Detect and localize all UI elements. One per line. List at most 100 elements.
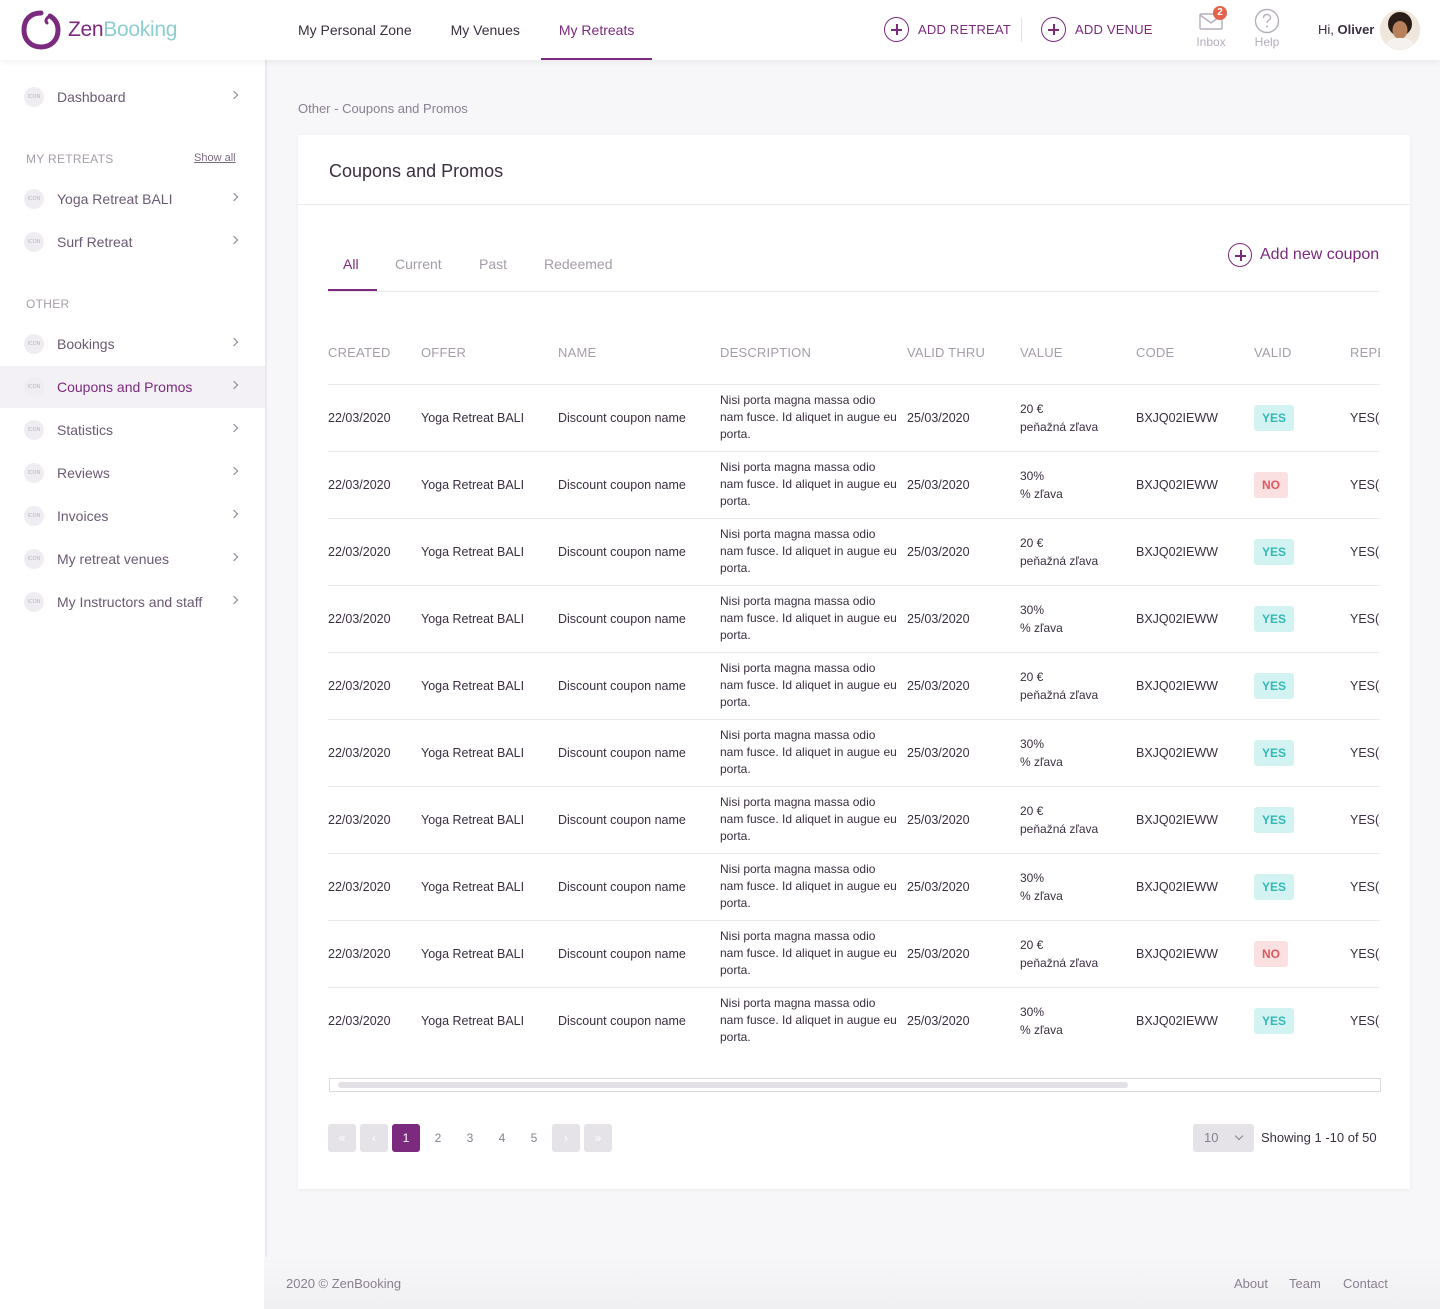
- add-retreat-button[interactable]: ADD RETREAT: [884, 17, 1011, 42]
- placeholder-icon: ICON: [24, 189, 44, 209]
- add-venue-label: ADD VENUE: [1075, 22, 1153, 37]
- chevron-right-icon: [229, 595, 239, 605]
- column-header-name[interactable]: NAME: [558, 335, 720, 385]
- sidebar-item-reviews[interactable]: ICON Reviews: [0, 452, 265, 494]
- page-1-button[interactable]: 1: [392, 1124, 420, 1152]
- value-amount: 20 €: [1020, 535, 1044, 550]
- sidebar-item-coupons-and-promos[interactable]: ICON Coupons and Promos: [0, 366, 265, 408]
- add-new-coupon-label: Add new coupon: [1260, 246, 1380, 263]
- cell-valid-thru: 25/03/2020: [907, 451, 1020, 519]
- pagination: « ‹ 1 2 3 4 5 › »: [328, 1124, 616, 1152]
- column-header-value[interactable]: VALUE: [1020, 335, 1136, 385]
- show-all-link[interactable]: Show all: [194, 152, 236, 164]
- my-retreats-heading: MY RETREATS: [26, 152, 114, 166]
- table-row[interactable]: 22/03/2020 Yoga Retreat BALI Discount coup…: [328, 451, 1380, 519]
- breadcrumb: Other - Coupons and Promos: [298, 101, 468, 116]
- tab-all[interactable]: All: [343, 256, 359, 272]
- inbox-button[interactable]: 2 Inbox: [1191, 6, 1231, 49]
- table-row[interactable]: 22/03/2020 Yoga Retreat BALI Discount coup…: [328, 920, 1380, 988]
- table-row[interactable]: 22/03/2020 Yoga Retreat BALI Discount coup…: [328, 585, 1380, 653]
- footer-link-team[interactable]: Team: [1289, 1276, 1321, 1291]
- cell-repeatable: YES(2: [1350, 853, 1380, 921]
- value-amount: 30%: [1020, 736, 1045, 751]
- column-header-valid-thru[interactable]: VALID THRU: [907, 335, 1020, 385]
- sidebar-item-statistics[interactable]: ICON Statistics: [0, 409, 265, 451]
- cell-repeatable: YES(2: [1350, 384, 1380, 452]
- column-header-offer[interactable]: OFFER: [421, 335, 558, 385]
- column-header-description[interactable]: DESCRIPTION: [720, 335, 907, 385]
- column-header-repeatable[interactable]: REPEATABLE: [1350, 335, 1380, 385]
- sidebar-item-label: Statistics: [57, 422, 114, 438]
- column-header-created[interactable]: CREATED: [328, 335, 421, 385]
- cell-repeatable: YES(2: [1350, 786, 1380, 854]
- next-page-button[interactable]: ›: [552, 1124, 580, 1152]
- cell-name: Discount coupon name: [558, 786, 720, 854]
- sidebar-item-my-retreat-venues[interactable]: ICON My retreat venues: [0, 538, 265, 580]
- value-type: % zľava: [1020, 754, 1063, 769]
- cell-valid-thru: 25/03/2020: [907, 384, 1020, 452]
- value-type: peňažná zľava: [1020, 955, 1099, 970]
- scrollbar-thumb[interactable]: [338, 1082, 1128, 1088]
- cell-created: 22/03/2020: [328, 652, 421, 720]
- logo-mark-icon: [21, 10, 61, 50]
- table-row[interactable]: 22/03/2020 Yoga Retreat BALI Discount coup…: [328, 853, 1380, 921]
- table-row[interactable]: 22/03/2020 Yoga Retreat BALI Discount coup…: [328, 987, 1380, 1054]
- sidebar-item-my-instructors-and-staff[interactable]: ICON My Instructors and staff: [0, 581, 265, 623]
- cell-valid: YES: [1254, 652, 1350, 720]
- sidebar-item-bookings[interactable]: ICON Bookings: [0, 323, 265, 365]
- tab-past[interactable]: Past: [479, 256, 508, 272]
- table-row[interactable]: 22/03/2020 Yoga Retreat BALI Discount coup…: [328, 518, 1380, 586]
- chevron-right-icon: [229, 466, 239, 476]
- coupons-table-container[interactable]: CREATED OFFER NAME DESCRIPTION VALID THR…: [328, 335, 1380, 1054]
- value-amount: 30%: [1020, 870, 1045, 885]
- inbox-count-badge: 2: [1213, 6, 1227, 20]
- last-page-button[interactable]: »: [584, 1124, 612, 1152]
- cell-valid: NO: [1254, 920, 1350, 988]
- cell-name: Discount coupon name: [558, 451, 720, 519]
- logo-text: ZenBooking: [68, 18, 178, 41]
- add-venue-button[interactable]: ADD VENUE: [1041, 17, 1153, 42]
- previous-page-button[interactable]: ‹: [360, 1124, 388, 1152]
- page-title: Coupons and Promos: [329, 161, 504, 181]
- page-4-button[interactable]: 4: [498, 1131, 506, 1145]
- table-row[interactable]: 22/03/2020 Yoga Retreat BALI Discount coup…: [328, 652, 1380, 720]
- nav-my-retreats[interactable]: My Retreats: [540, 0, 653, 60]
- sidebar-item-surf-retreat[interactable]: ICON Surf Retreat: [0, 221, 265, 263]
- active-tab-indicator: [328, 289, 377, 291]
- top-header: ZenBooking My Personal Zone My Venues My…: [0, 0, 1440, 60]
- table-row[interactable]: 22/03/2020 Yoga Retreat BALI Discount coup…: [328, 719, 1380, 787]
- column-header-code[interactable]: CODE: [1136, 335, 1254, 385]
- column-header-valid[interactable]: VALID: [1254, 335, 1350, 385]
- nav-my-venues[interactable]: My Venues: [450, 22, 520, 38]
- help-button[interactable]: Help: [1247, 8, 1287, 49]
- nav-my-personal-zone[interactable]: My Personal Zone: [298, 22, 412, 38]
- page-3-button[interactable]: 3: [466, 1131, 474, 1145]
- user-greeting[interactable]: Hi, Oliver: [1318, 22, 1375, 37]
- per-page-select[interactable]: 10: [1193, 1124, 1254, 1152]
- coupons-table: CREATED OFFER NAME DESCRIPTION VALID THR…: [328, 335, 1380, 1054]
- sidebar-item-yoga-retreat-bali[interactable]: ICON Yoga Retreat BALI: [0, 178, 265, 220]
- tab-current[interactable]: Current: [395, 256, 442, 272]
- avatar[interactable]: [1380, 10, 1420, 50]
- cell-offer: Yoga Retreat BALI: [421, 384, 558, 452]
- cell-name: Discount coupon name: [558, 652, 720, 720]
- cell-offer: Yoga Retreat BALI: [421, 786, 558, 854]
- page-5-button[interactable]: 5: [530, 1131, 538, 1145]
- tab-redeemed[interactable]: Redeemed: [544, 256, 613, 272]
- logo[interactable]: ZenBooking: [20, 9, 177, 51]
- valid-status-badge: YES: [1254, 672, 1295, 699]
- footer-link-contact[interactable]: Contact: [1343, 1276, 1388, 1291]
- table-row[interactable]: 22/03/2020 Yoga Retreat BALI Discount coup…: [328, 786, 1380, 854]
- first-page-button[interactable]: «: [328, 1124, 356, 1152]
- divider: [298, 204, 1410, 205]
- horizontal-scrollbar[interactable]: [329, 1078, 1381, 1092]
- footer-link-about[interactable]: About: [1234, 1276, 1268, 1291]
- add-new-coupon-button[interactable]: Add new coupon: [1228, 243, 1379, 267]
- table-row[interactable]: 22/03/2020 Yoga Retreat BALI Discount coup…: [328, 384, 1380, 452]
- value-amount: 20 €: [1020, 803, 1044, 818]
- page-2-button[interactable]: 2: [434, 1131, 442, 1145]
- cell-valid: YES: [1254, 853, 1350, 921]
- sidebar-item-invoices[interactable]: ICON Invoices: [0, 495, 265, 537]
- sidebar-item-dashboard[interactable]: ICON Dashboard: [0, 76, 265, 118]
- sidebar-item-label: Bookings: [57, 336, 115, 352]
